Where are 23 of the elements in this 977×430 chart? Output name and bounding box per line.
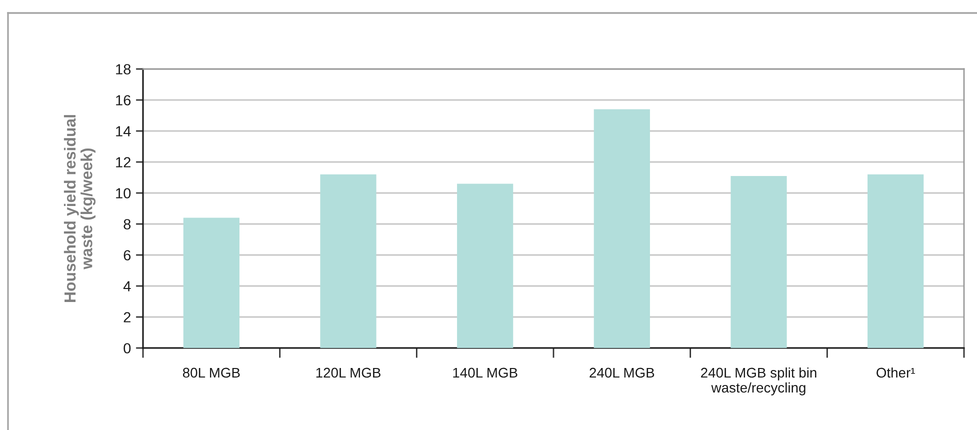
y-tick-label: 14 (116, 126, 131, 136)
x-tick-label: Other¹ (876, 367, 915, 378)
bar (730, 176, 787, 348)
bar (457, 184, 514, 348)
y-tick-label: 4 (123, 281, 131, 292)
y-tick-label: 12 (116, 157, 130, 168)
y-tick-label: 8 (124, 219, 131, 230)
x-tick-label: 80L MGB (182, 368, 240, 378)
y-tick-label: 2 (124, 312, 130, 322)
y-tick-label: 18 (116, 64, 131, 74)
x-tick-label: 240L MGB split bin waste/recycling (701, 367, 816, 396)
x-tick-label: 120L MGB (316, 368, 380, 378)
y-tick-label: 16 (116, 95, 131, 106)
bar (320, 174, 376, 348)
bar (594, 109, 650, 348)
y-tick-label: 10 (116, 188, 131, 198)
x-tick-label: 240L MGB (590, 368, 654, 378)
y-tick-label: 6 (124, 250, 131, 260)
bar (183, 218, 240, 348)
y-axis-title: Household yield residual waste (kg/week) (64, 115, 96, 302)
bar (868, 174, 924, 348)
x-tick-label: 140L MGB (453, 368, 518, 378)
y-tick-label: 0 (124, 343, 131, 354)
